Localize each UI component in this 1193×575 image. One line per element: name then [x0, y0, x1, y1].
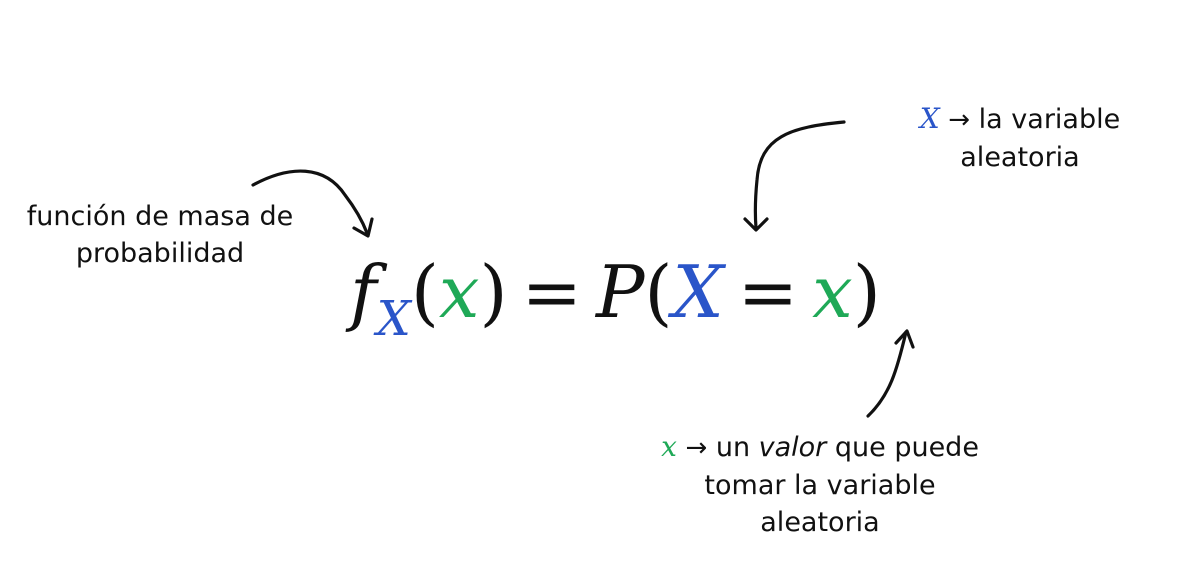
- random-variable-arrow-icon: [743, 120, 846, 232]
- pmf-annotation: función de masa de probabilidad: [20, 198, 300, 272]
- formula-subscript-X: X: [376, 291, 411, 347]
- formula-open-paren-2: (: [644, 250, 673, 334]
- formula-P: P: [595, 250, 645, 334]
- formula-f: f: [350, 250, 377, 334]
- formula-close-paren-2: ): [852, 250, 881, 334]
- random-variable-annotation: X → la variable aleatoria: [900, 100, 1140, 176]
- formula-equals-2: =: [737, 250, 799, 334]
- formula-close-paren: ): [479, 250, 508, 334]
- value-annotation-line2: tomar la variable: [704, 470, 936, 501]
- right-arrow-icon: →: [685, 433, 708, 463]
- random-variable-symbol: X: [919, 102, 940, 135]
- formula-X: X: [672, 250, 724, 334]
- formula-arg-x: x: [438, 250, 480, 334]
- random-variable-annotation-line1: X → la variable: [900, 100, 1140, 139]
- pmf-formula: fX(x) = P(X = x): [350, 242, 881, 347]
- value-annotation: x → un valor que puede tomar la variable…: [640, 428, 1000, 541]
- value-symbol: x: [661, 430, 677, 463]
- formula-equals: =: [521, 250, 582, 334]
- pmf-arrow-icon: [251, 169, 374, 238]
- pmf-annotation-line1: función de masa de: [26, 201, 294, 232]
- value-text-b: que puede: [826, 432, 979, 463]
- value-annotation-line3: aleatoria: [760, 507, 880, 538]
- right-arrow-icon: →: [948, 105, 971, 135]
- value-text-italic: valor: [758, 432, 827, 463]
- formula-open-paren: (: [410, 250, 439, 334]
- random-variable-text: la variable: [970, 104, 1121, 135]
- value-arrow-icon: [866, 329, 915, 418]
- random-variable-annotation-line2: aleatoria: [960, 142, 1080, 173]
- value-text-a: un: [707, 432, 759, 463]
- pmf-annotation-line2: probabilidad: [75, 238, 245, 269]
- formula-x: x: [812, 250, 853, 334]
- value-annotation-line1: x → un valor que puede: [640, 428, 1000, 467]
